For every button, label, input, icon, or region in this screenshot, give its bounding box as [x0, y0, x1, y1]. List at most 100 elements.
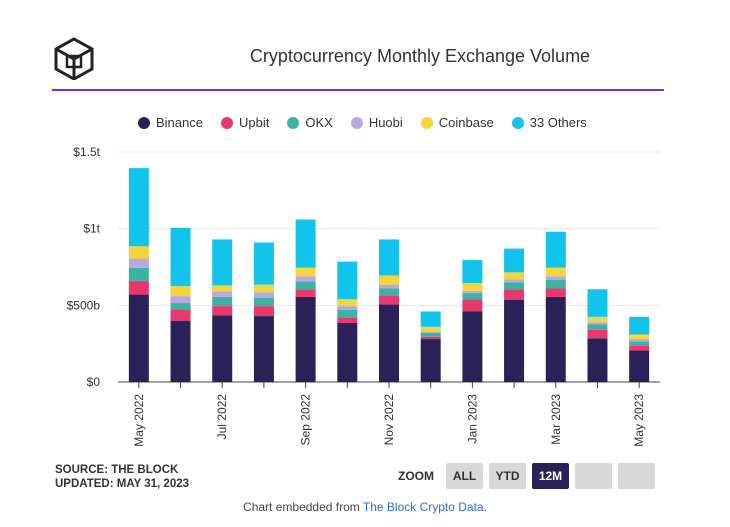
updated-text: UPDATED: MAY 31, 2023: [55, 478, 190, 490]
legend-item-okx[interactable]: OKX: [287, 115, 333, 130]
bar-segment: [337, 322, 358, 382]
bar-segment: [295, 296, 316, 382]
y-tick-label: $0: [87, 375, 101, 389]
legend-item-huobi[interactable]: Huobi: [350, 115, 403, 130]
legend-item-upbit[interactable]: Upbit: [220, 115, 269, 130]
legend-label: Binance: [156, 115, 203, 130]
bar-segment: [337, 309, 358, 318]
bar-segment: [504, 248, 525, 273]
bar-segment: [504, 272, 525, 280]
bar-segment: [170, 303, 191, 310]
credit-end: .: [483, 500, 487, 514]
bar-segment: [170, 227, 191, 287]
bar-segment: [128, 168, 149, 247]
legend-dot: [220, 116, 233, 129]
bar-segment: [295, 276, 316, 282]
source-text: SOURCE: THE BLOCK: [55, 464, 179, 476]
legend-label: OKX: [305, 115, 333, 130]
zoom-all-button[interactable]: ALL: [446, 463, 483, 489]
bar-segment: [295, 267, 316, 277]
x-tick-label: May 2023: [632, 394, 646, 447]
bar-segment: [420, 336, 441, 340]
bar-segment: [629, 350, 650, 382]
bar-segment: [545, 267, 566, 277]
title-divider: [52, 89, 664, 91]
bar-segment: [337, 306, 358, 310]
legend-item-coinbase[interactable]: Coinbase: [420, 115, 494, 130]
bar-segment: [253, 316, 274, 382]
bar-segment: [545, 231, 566, 268]
bar-segment: [504, 282, 525, 290]
bar-segment: [420, 332, 441, 337]
bar-segment: [587, 329, 608, 339]
bar-segment: [253, 284, 274, 293]
zoom-label: ZOOM: [398, 469, 434, 483]
bar-segment: [629, 341, 650, 346]
legend-item-others[interactable]: 33 Others: [511, 115, 587, 130]
bar-segment: [545, 288, 566, 297]
legend-label: 33 Others: [529, 115, 587, 130]
bar-segment: [629, 339, 650, 342]
x-tick-label: Jan 2023: [465, 394, 479, 444]
bar-segment: [545, 296, 566, 382]
bar-segment: [128, 280, 149, 295]
bar-segment: [420, 311, 441, 327]
bar-segment: [420, 331, 441, 333]
legend-dot: [420, 116, 433, 129]
bar-segment: [128, 294, 149, 382]
credit-text: Chart embedded from: [243, 500, 363, 514]
bar-segment: [170, 296, 191, 304]
bar-segment: [128, 246, 149, 259]
bar-chart: $0 $500b $1t $1.5t May 2022 Jul 2022 Sep 2022 N…: [67, 145, 660, 447]
bar-segment: [629, 316, 650, 335]
bar-segment: [462, 260, 483, 284]
embed-credit: Chart embedded from The Block Crypto Dat…: [0, 500, 730, 514]
zoom-ytd-button[interactable]: YTD: [489, 463, 526, 489]
bar-segment: [462, 283, 483, 291]
bar-segment: [587, 289, 608, 317]
bar-segment: [462, 299, 483, 312]
legend-item-binance[interactable]: Binance: [138, 115, 203, 130]
chart-title: Cryptocurrency Monthly Exchange Volume: [249, 46, 591, 66]
bar-segment: [170, 320, 191, 382]
bar-segment: [379, 288, 399, 296]
bar-segment: [587, 324, 608, 330]
y-tick-label: $1.5t: [73, 145, 100, 159]
bar-segment: [629, 345, 650, 351]
x-tick-label: Jul 2022: [215, 394, 229, 440]
the-block-logo-icon: [54, 37, 94, 80]
bar-segment: [379, 239, 399, 276]
source-block: SOURCE: THE BLOCK UPDATED: MAY 31, 2023: [55, 463, 189, 491]
bar-segment: [462, 293, 483, 300]
bar-segment: [295, 281, 316, 290]
bar-segment: [170, 286, 191, 297]
bar-segment: [295, 289, 316, 297]
bar-segment: [253, 306, 274, 317]
bar-segment: [587, 322, 608, 325]
x-tick-label: Sep 2022: [299, 394, 313, 446]
bar-segment: [504, 289, 525, 300]
bar-segment: [379, 304, 399, 382]
bar-segment: [253, 297, 274, 307]
legend-dot: [511, 116, 524, 129]
legend-dot: [350, 116, 363, 129]
bar-segment: [170, 309, 191, 321]
bar-segment: [504, 299, 525, 382]
bar-segment: [212, 296, 233, 307]
bar-segment: [212, 239, 233, 286]
bar-segment: [587, 316, 608, 323]
legend-dot: [287, 116, 300, 129]
bar-segment: [420, 326, 441, 332]
bar-segment: [587, 338, 608, 382]
x-tick-label: Nov 2022: [382, 394, 396, 446]
credit-link[interactable]: The Block Crypto Data: [362, 500, 484, 514]
zoom-blank-button-2[interactable]: [618, 463, 655, 489]
bar-segment: [337, 261, 358, 300]
bar-segment: [337, 299, 358, 307]
bar-segment: [379, 284, 399, 289]
legend-label: Coinbase: [438, 115, 494, 130]
bar-segment: [545, 276, 566, 281]
zoom-12m-button[interactable]: 12M: [532, 463, 569, 489]
bar-segment: [545, 280, 566, 289]
zoom-blank-button-1[interactable]: [575, 463, 612, 489]
